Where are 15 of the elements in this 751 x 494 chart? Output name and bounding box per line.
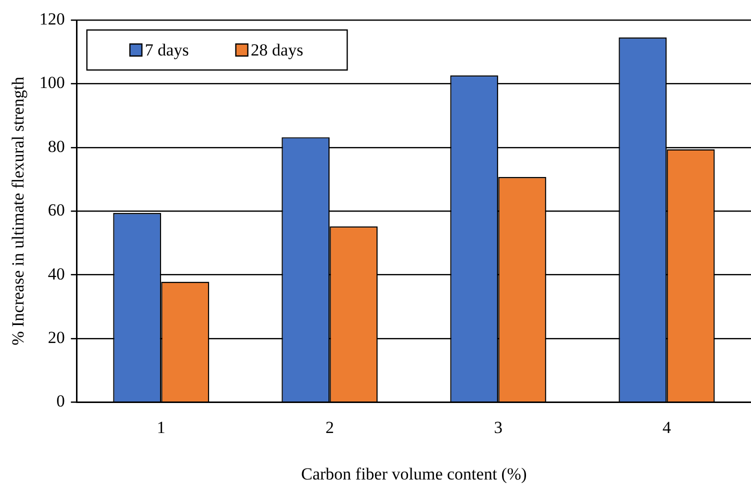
y-tick-label: 20 [48, 328, 65, 347]
y-tick-label: 0 [56, 392, 65, 411]
y-tick-label: 80 [48, 136, 65, 156]
y-tick-label: 40 [48, 264, 65, 284]
y-tick-label: 100 [39, 73, 65, 92]
x-tick-label: 3 [494, 418, 502, 437]
y-tick-label: 120 [39, 9, 65, 28]
x-axis-title: Carbon fiber volume content (%) [301, 464, 527, 484]
x-tick-label: 2 [325, 418, 334, 437]
legend-label: 28 days [250, 40, 304, 60]
x-tick-label: 4 [662, 418, 672, 437]
y-tick-label: 60 [48, 200, 65, 220]
legend-label: 7 days [144, 40, 189, 60]
x-tick-label: 1 [156, 418, 166, 437]
y-axis-title: % Increase in ultimate flexural strength [8, 76, 28, 346]
